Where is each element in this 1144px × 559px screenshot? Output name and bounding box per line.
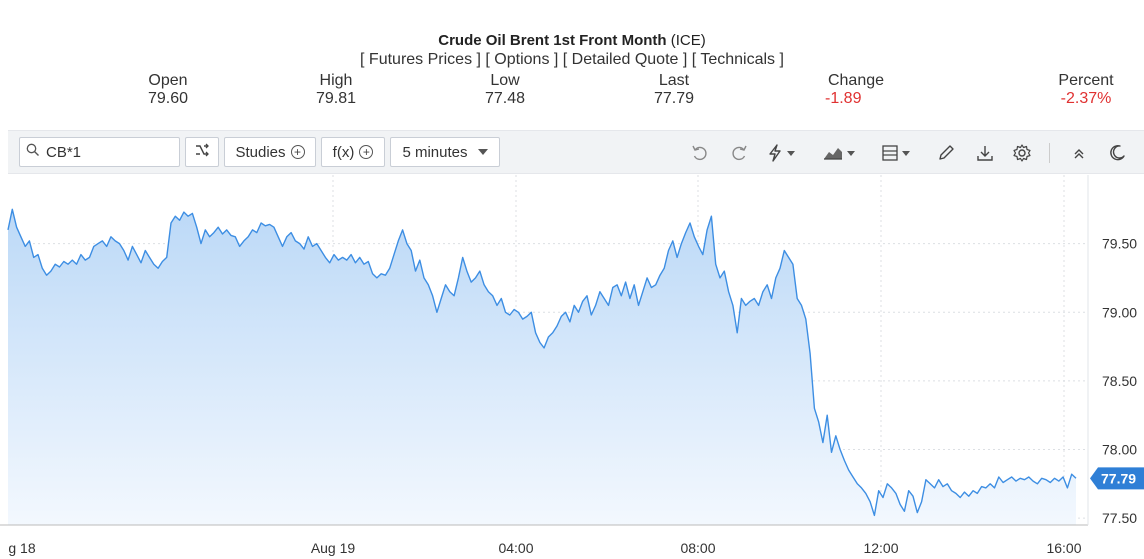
gear-icon[interactable] xyxy=(1012,141,1032,165)
high-value: 79.81 xyxy=(315,90,357,107)
chevron-down-icon xyxy=(477,149,488,155)
fx-label: f(x) xyxy=(332,143,355,161)
fx-button[interactable]: f(x) + xyxy=(321,137,385,167)
random-symbol-button[interactable] xyxy=(185,137,219,167)
lightning-icon[interactable] xyxy=(766,141,795,165)
last-stat: Last 77.79 xyxy=(624,72,724,108)
last-price-label: 77.79 xyxy=(1101,470,1136,486)
open-value: 79.60 xyxy=(147,90,189,107)
layout-dropdown-icon xyxy=(902,150,910,156)
low-stat: Low 77.48 xyxy=(455,72,555,108)
y-tick-label: 79.00 xyxy=(1102,304,1137,320)
last-label: Last xyxy=(658,72,690,89)
studies-label: Studies xyxy=(235,143,286,161)
last-price-badge: 77.79 xyxy=(1090,467,1144,490)
add-study-icon: + xyxy=(290,145,305,159)
high-label: High xyxy=(319,72,353,89)
search-icon xyxy=(26,143,40,161)
y-tick-label: 77.50 xyxy=(1102,510,1137,526)
x-tick-label: g 18 xyxy=(8,540,35,556)
price-area xyxy=(7,208,1077,526)
add-function-icon: + xyxy=(359,145,374,159)
x-tick-label: 04:00 xyxy=(498,540,533,556)
download-icon[interactable] xyxy=(975,141,995,165)
instrument-name: Crude Oil Brent 1st Front Month xyxy=(438,32,667,49)
change-value: -1.89 xyxy=(825,90,862,107)
symbol-input[interactable] xyxy=(46,143,166,161)
quote-links: [ Futures Prices ] [ Options ] [ Detaile… xyxy=(0,51,1144,69)
high-stat: High 79.81 xyxy=(286,72,386,108)
interval-label: 5 minutes xyxy=(402,143,468,161)
x-tick-label: Aug 19 xyxy=(311,540,356,556)
shuffle-icon xyxy=(194,142,210,162)
futures-prices-link[interactable]: [ Futures Prices ] xyxy=(360,51,481,68)
toolbar-divider xyxy=(1049,143,1050,163)
price-chart[interactable]: g 18 Aug 19 04:00 08:00 12:00 16:00 79.50 79.00… xyxy=(0,175,1144,559)
price-line xyxy=(7,208,1077,517)
technicals-link[interactable]: [ Technicals ] xyxy=(691,51,784,68)
chart-toolbar: Studies + f(x) + 5 minutes xyxy=(8,130,1144,174)
symbol-search[interactable] xyxy=(19,137,180,167)
open-stat: Open 79.60 xyxy=(118,72,218,108)
lightning-dropdown-icon xyxy=(787,150,795,156)
low-value: 77.48 xyxy=(484,90,526,107)
y-tick-label: 78.50 xyxy=(1102,373,1137,389)
x-tick-label: 08:00 xyxy=(680,540,715,556)
options-link[interactable]: [ Options ] xyxy=(485,51,559,68)
pencil-icon[interactable] xyxy=(936,141,956,165)
percent-label: Percent xyxy=(1058,72,1114,89)
detailed-quote-link[interactable]: [ Detailed Quote ] xyxy=(562,51,688,68)
dark-mode-icon[interactable] xyxy=(1107,141,1127,165)
y-tick-label: 78.00 xyxy=(1102,442,1137,458)
price-area-fill xyxy=(8,209,1076,526)
undo-icon[interactable] xyxy=(690,141,710,165)
redo-icon[interactable] xyxy=(729,141,749,165)
collapse-icon[interactable] xyxy=(1070,141,1088,165)
studies-button[interactable]: Studies + xyxy=(224,137,316,167)
low-label: Low xyxy=(490,72,520,89)
percent-stat: Percent -2.37% xyxy=(1036,72,1136,108)
change-label: Change xyxy=(827,72,885,89)
chart-type-dropdown-icon xyxy=(847,150,855,156)
exchange-label: (ICE) xyxy=(670,32,706,49)
percent-value: -2.37% xyxy=(1060,90,1112,107)
interval-select[interactable]: 5 minutes xyxy=(390,137,500,167)
layout-icon[interactable] xyxy=(881,141,910,165)
last-value: 77.79 xyxy=(653,90,695,107)
chart-axes: g 18 Aug 19 04:00 08:00 12:00 16:00 79.50 79.00… xyxy=(0,175,1144,556)
chart-type-icon[interactable] xyxy=(822,141,855,165)
instrument-title: Crude Oil Brent 1st Front Month (ICE) xyxy=(0,32,1144,49)
x-tick-label: 12:00 xyxy=(863,540,898,556)
change-stat: Change -1.89 xyxy=(806,72,906,108)
y-tick-label: 79.50 xyxy=(1102,236,1137,252)
open-label: Open xyxy=(148,72,188,89)
quote-header: Crude Oil Brent 1st Front Month (ICE) [ … xyxy=(0,0,1144,128)
last-price-badge-shape xyxy=(1090,467,1144,490)
chart-svg[interactable]: g 18 Aug 19 04:00 08:00 12:00 16:00 79.50 79.00… xyxy=(0,175,1144,559)
x-tick-label: 16:00 xyxy=(1046,540,1081,556)
